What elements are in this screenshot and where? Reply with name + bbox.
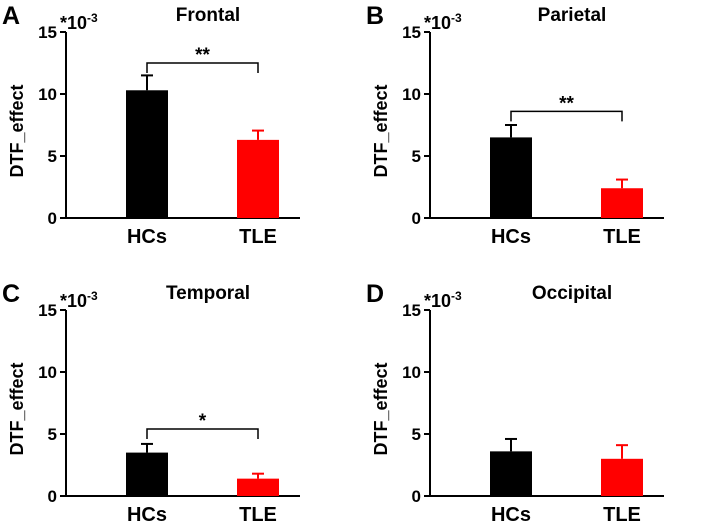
- bar-hcs: [126, 90, 168, 218]
- x-category-label: TLE: [603, 504, 641, 522]
- y-tick-label: 10: [38, 85, 57, 104]
- chart-title: Parietal: [538, 5, 607, 26]
- panel-label: B: [366, 2, 384, 30]
- scale-exponent: -3: [451, 289, 462, 303]
- bar-hcs: [490, 451, 532, 496]
- y-tick-label: 10: [402, 85, 421, 104]
- bar-tle: [237, 478, 279, 496]
- x-category-label: TLE: [239, 226, 277, 248]
- chart-title: Temporal: [166, 283, 250, 304]
- panel-label: A: [2, 2, 20, 30]
- chart-panel-b: B Parietal *10-3 DTF_effect 0 5 10 15 HCs TLE **: [366, 2, 664, 248]
- y-tick-label: 0: [412, 487, 421, 506]
- y-tick-label: 15: [38, 301, 57, 320]
- x-category-label: TLE: [239, 504, 277, 522]
- y-tick-label: 5: [412, 147, 421, 166]
- y-axis-label: DTF_effect: [7, 362, 27, 455]
- significance-bracket: [146, 428, 259, 440]
- significance-bracket: [510, 110, 623, 122]
- x-category-label: HCs: [127, 226, 167, 248]
- chart-title: Occipital: [532, 283, 612, 304]
- significance-marker: **: [559, 93, 574, 114]
- y-tick-label: 15: [38, 23, 57, 42]
- bar-tle: [601, 188, 643, 218]
- y-axis-label: DTF_effect: [7, 84, 27, 177]
- y-axis-label: DTF_effect: [371, 362, 391, 455]
- chart-panel-d: D Occipital *10-3 DTF_effect 0 5 10 15 HCs TLE: [366, 280, 664, 522]
- chart-title: Frontal: [176, 5, 240, 26]
- significance-marker: *: [199, 411, 207, 432]
- y-tick-label: 0: [48, 209, 57, 228]
- scale-exponent: -3: [451, 11, 462, 25]
- y-tick-label: 10: [38, 363, 57, 382]
- bar-hcs: [126, 452, 168, 496]
- x-category-label: HCs: [127, 504, 167, 522]
- y-tick-label: 5: [48, 425, 57, 444]
- scale-base: *10: [424, 13, 451, 33]
- y-tick-label: 0: [412, 209, 421, 228]
- x-category-label: HCs: [491, 226, 531, 248]
- scale-factor: *10-3: [60, 289, 98, 311]
- chart-panel-a: A Frontal *10-3 DTF_effect 0 5 10 15 HCs TLE **: [2, 2, 300, 248]
- bar-tle: [601, 458, 643, 496]
- scale-base: *10: [424, 291, 451, 311]
- scale-factor: *10-3: [424, 11, 462, 33]
- y-tick-label: 10: [402, 363, 421, 382]
- panel-label: D: [366, 280, 384, 308]
- y-axis-label: DTF_effect: [371, 84, 391, 177]
- y-tick-label: 5: [48, 147, 57, 166]
- x-category-label: TLE: [603, 226, 641, 248]
- x-category-label: HCs: [491, 504, 531, 522]
- scale-base: *10: [60, 13, 87, 33]
- bar-hcs: [490, 137, 532, 218]
- panel-label: C: [2, 280, 20, 308]
- significance-marker: **: [195, 45, 210, 66]
- chart-panel-c: C Temporal *10-3 DTF_effect 0 5 10 15 HCs TLE *: [2, 280, 300, 522]
- scale-factor: *10-3: [424, 289, 462, 311]
- y-tick-label: 15: [402, 23, 421, 42]
- scale-exponent: -3: [87, 289, 98, 303]
- significance-bracket: [146, 62, 259, 73]
- scale-base: *10: [60, 291, 87, 311]
- scale-exponent: -3: [87, 11, 98, 25]
- y-tick-label: 5: [412, 425, 421, 444]
- y-tick-label: 0: [48, 487, 57, 506]
- bar-tle: [237, 139, 279, 218]
- scale-factor: *10-3: [60, 11, 98, 33]
- y-tick-label: 15: [402, 301, 421, 320]
